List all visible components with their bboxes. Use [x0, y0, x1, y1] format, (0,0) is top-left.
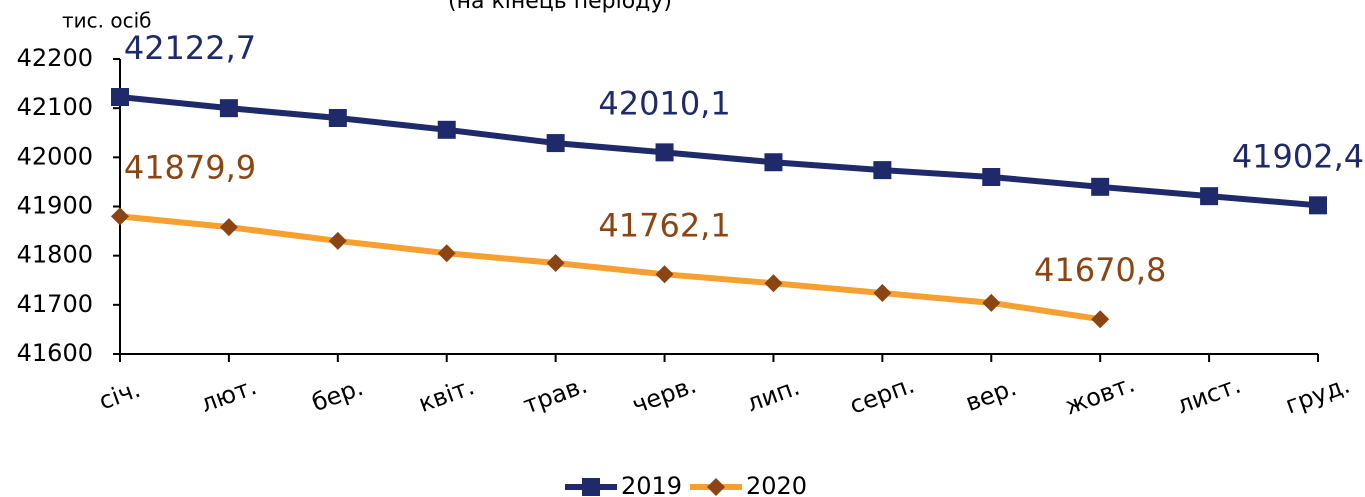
x-tick-label: лют. [197, 372, 260, 418]
data-label: 42010,1 [598, 84, 730, 122]
legend-marker [707, 478, 725, 496]
data-point [764, 274, 783, 293]
data-point [1309, 196, 1327, 215]
x-tick-label: жовт. [1061, 370, 1138, 421]
x-tick-label: черв. [628, 371, 700, 420]
data-label: 41670,8 [1034, 251, 1166, 289]
x-tick-label: бер. [308, 373, 367, 417]
data-point [873, 161, 892, 180]
data-point [111, 88, 129, 107]
data-point [1091, 177, 1110, 196]
data-point [546, 254, 565, 273]
data-point [1200, 187, 1219, 206]
x-tick-label: січ. [95, 375, 144, 416]
data-point [655, 265, 674, 284]
y-tick-label: 42100 [17, 93, 93, 121]
y-axis-label: тис. осіб [62, 9, 151, 33]
y-tick-label: 42000 [17, 142, 93, 170]
legend-label: 2020 [746, 472, 807, 497]
data-label: 41879,9 [124, 148, 256, 186]
y-tick-label: 41700 [17, 290, 93, 318]
x-tick-label: лист. [1173, 371, 1244, 420]
data-point [437, 120, 456, 139]
data-point [219, 99, 238, 118]
series-line [119, 94, 1319, 209]
data-point [982, 168, 1001, 186]
x-tick-label: вер. [962, 373, 1020, 417]
data-label: 41902,4 [1232, 137, 1364, 175]
data-point [764, 153, 783, 172]
data-point [873, 284, 892, 303]
y-tick-label: 42200 [17, 44, 93, 72]
data-point [655, 143, 674, 162]
y-tick-label: 41600 [17, 339, 93, 367]
x-tick-label: лип. [743, 373, 804, 418]
x-tick-label: серп. [846, 371, 918, 420]
data-point [1091, 310, 1110, 329]
data-label: 42122,7 [124, 29, 256, 67]
data-label: 41762,1 [598, 206, 730, 244]
data-point [982, 293, 1001, 312]
y-tick-label: 41800 [17, 241, 93, 269]
legend-label: 2019 [621, 472, 682, 497]
x-tick-label: квіт. [415, 372, 478, 418]
x-tick-label: груд. [1282, 371, 1354, 420]
chart-subtitle: (на кінець періоду) [448, 0, 672, 14]
y-tick-label: 41900 [17, 192, 93, 220]
data-point [546, 134, 565, 153]
x-tick-label: трав. [520, 371, 591, 420]
data-point [111, 207, 129, 226]
data-point [328, 231, 347, 250]
data-point [437, 244, 456, 263]
series-line [119, 213, 1101, 323]
data-point [328, 109, 347, 127]
data-point [219, 218, 238, 237]
legend-marker [582, 478, 600, 496]
